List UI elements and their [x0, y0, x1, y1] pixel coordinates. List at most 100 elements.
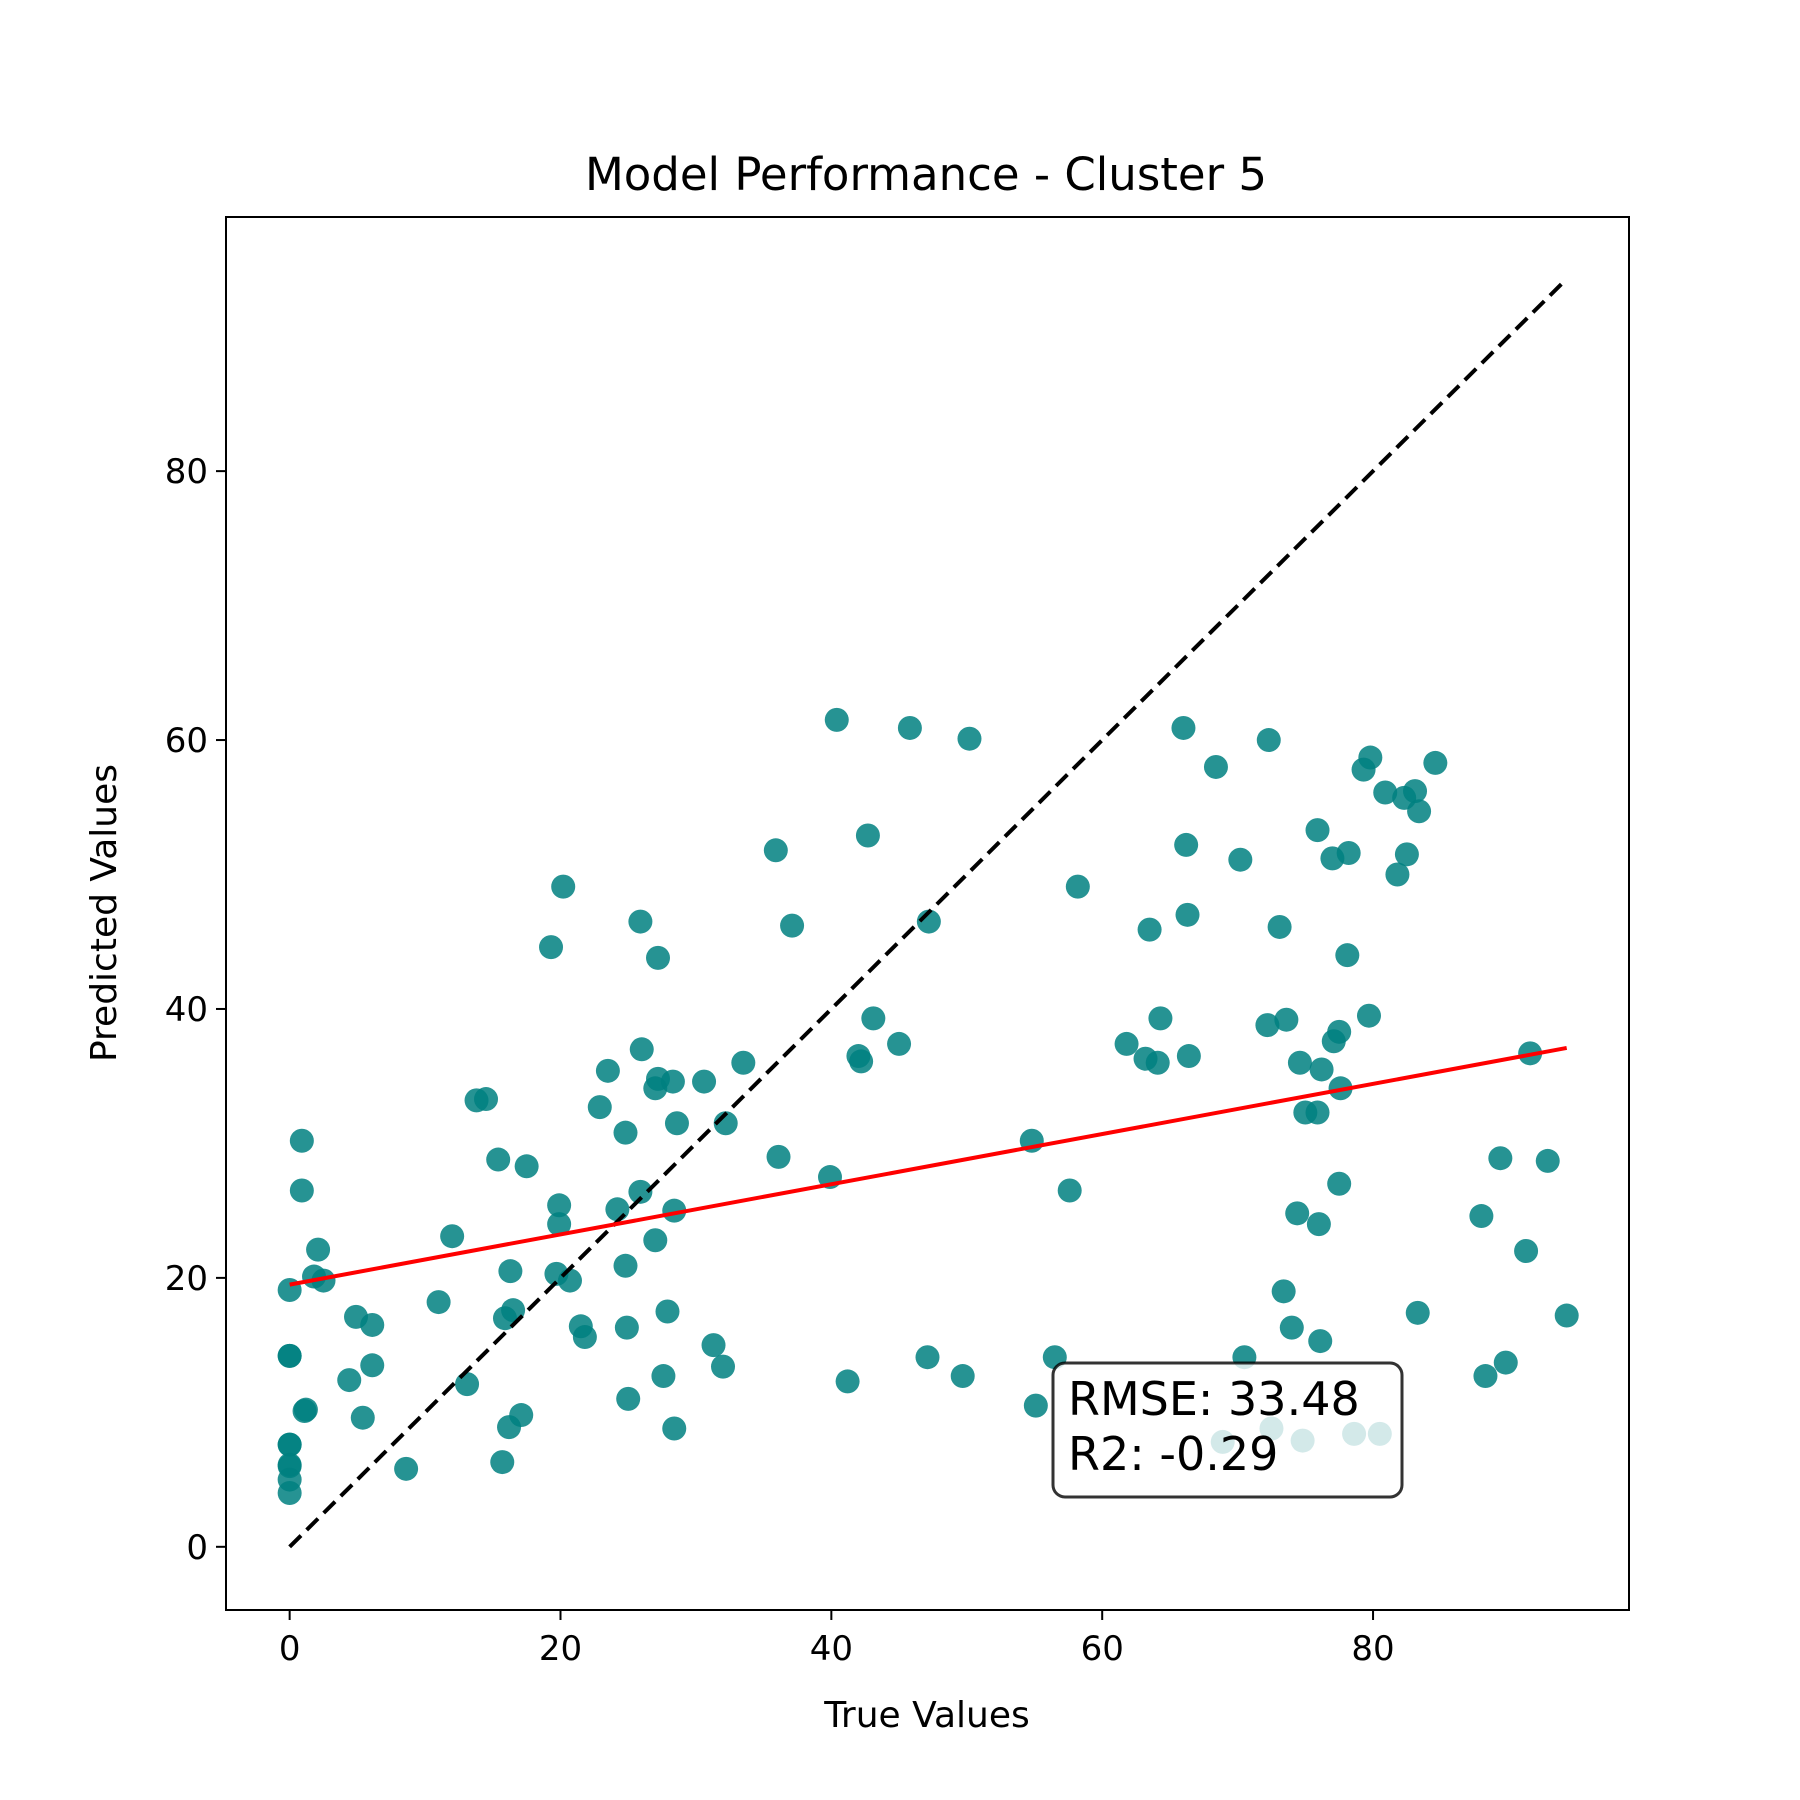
data-point [950, 1364, 975, 1389]
data-point [1554, 1303, 1579, 1328]
data-point [1203, 754, 1228, 779]
data-point [1057, 1178, 1082, 1203]
data-point [855, 823, 880, 848]
data-point [292, 1399, 317, 1423]
data-point [1405, 1300, 1430, 1325]
data-point [731, 1050, 756, 1075]
data-point [587, 1095, 612, 1120]
data-point [1535, 1148, 1560, 1173]
data-point [605, 1197, 630, 1222]
data-point [662, 1416, 687, 1441]
y-tick-label: 40 [165, 990, 208, 1030]
data-point [337, 1368, 362, 1393]
data-point [1175, 902, 1200, 927]
lines-layer [288, 277, 1569, 1549]
data-point [1407, 799, 1432, 824]
data-point [1279, 1315, 1304, 1340]
data-point [1488, 1146, 1513, 1171]
data-point [1023, 1393, 1048, 1418]
data-point [1327, 1171, 1352, 1196]
data-point [1256, 728, 1281, 753]
data-point [655, 1299, 680, 1324]
x-axis: 0 20 40 60 80 [279, 1610, 1395, 1669]
data-point [498, 1259, 523, 1284]
data-point [509, 1403, 534, 1428]
data-point [1358, 745, 1383, 770]
data-point [646, 945, 671, 970]
x-tick-label: 0 [279, 1629, 301, 1669]
data-point [1309, 1057, 1334, 1082]
data-point [572, 1325, 597, 1350]
data-point [1137, 917, 1162, 942]
y-axis-label: Predicted Values [84, 764, 125, 1062]
data-point [887, 1031, 912, 1056]
data-point [455, 1372, 480, 1397]
data-point [1148, 1006, 1173, 1031]
data-point [360, 1353, 385, 1378]
data-point [711, 1354, 736, 1379]
plot-frame [225, 216, 1630, 1611]
data-point [915, 1345, 940, 1370]
data-point [1271, 1279, 1296, 1304]
data-point [1356, 1003, 1381, 1028]
y-tick-label: 0 [186, 1528, 208, 1568]
data-point [861, 1006, 886, 1031]
data-point [360, 1312, 385, 1337]
data-point [849, 1049, 874, 1074]
data-point [557, 1268, 582, 1293]
data-point [1305, 1100, 1330, 1125]
data-point [643, 1228, 668, 1253]
data-point [551, 874, 576, 899]
chart-title: Model Performance - Cluster 5 [585, 148, 1267, 201]
data-point [1145, 1050, 1170, 1075]
data-point [426, 1290, 451, 1315]
regression-line [289, 1045, 1568, 1287]
x-tick-label: 40 [810, 1629, 853, 1669]
data-point [662, 1198, 687, 1223]
data-point [1287, 1050, 1312, 1075]
data-point [1493, 1350, 1518, 1375]
data-point [539, 935, 564, 960]
data-point [1403, 779, 1428, 804]
data-point [1176, 1044, 1201, 1069]
x-tick-label: 80 [1351, 1629, 1394, 1669]
data-point [595, 1058, 620, 1083]
data-point [277, 1432, 302, 1457]
stats-box-frame [1051, 1361, 1404, 1499]
data-point [1174, 832, 1199, 857]
data-point [1308, 1329, 1333, 1354]
data-point [289, 1178, 314, 1203]
data-point [613, 1120, 638, 1145]
data-point [1473, 1364, 1498, 1389]
data-point [701, 1333, 726, 1358]
data-point [1385, 862, 1410, 887]
data-point [486, 1147, 511, 1172]
data-point [1336, 840, 1361, 865]
y-tick-label: 60 [165, 721, 208, 761]
data-point [440, 1224, 465, 1249]
data-point [1274, 1007, 1299, 1032]
x-axis-label: True Values [823, 1695, 1030, 1736]
data-point [1305, 818, 1330, 843]
data-point [1171, 715, 1196, 740]
data-point [1327, 1019, 1352, 1044]
data-point [277, 1481, 302, 1506]
rmse-label: RMSE: 33.48 [1068, 1372, 1360, 1426]
data-point [277, 1343, 302, 1368]
data-point [547, 1212, 572, 1237]
data-point [311, 1268, 336, 1293]
data-point [897, 715, 922, 740]
data-point [614, 1315, 639, 1340]
data-point [835, 1369, 860, 1394]
data-point [629, 1037, 654, 1062]
stats-box: RMSE: 33.48 R2: -0.29 [1051, 1361, 1404, 1499]
data-point [1267, 914, 1292, 939]
data-point [824, 707, 849, 732]
y-axis: 0 20 40 60 80 [165, 452, 226, 1568]
data-point [692, 1069, 717, 1094]
data-point [289, 1128, 314, 1153]
data-point [306, 1237, 331, 1262]
data-point [766, 1144, 791, 1169]
